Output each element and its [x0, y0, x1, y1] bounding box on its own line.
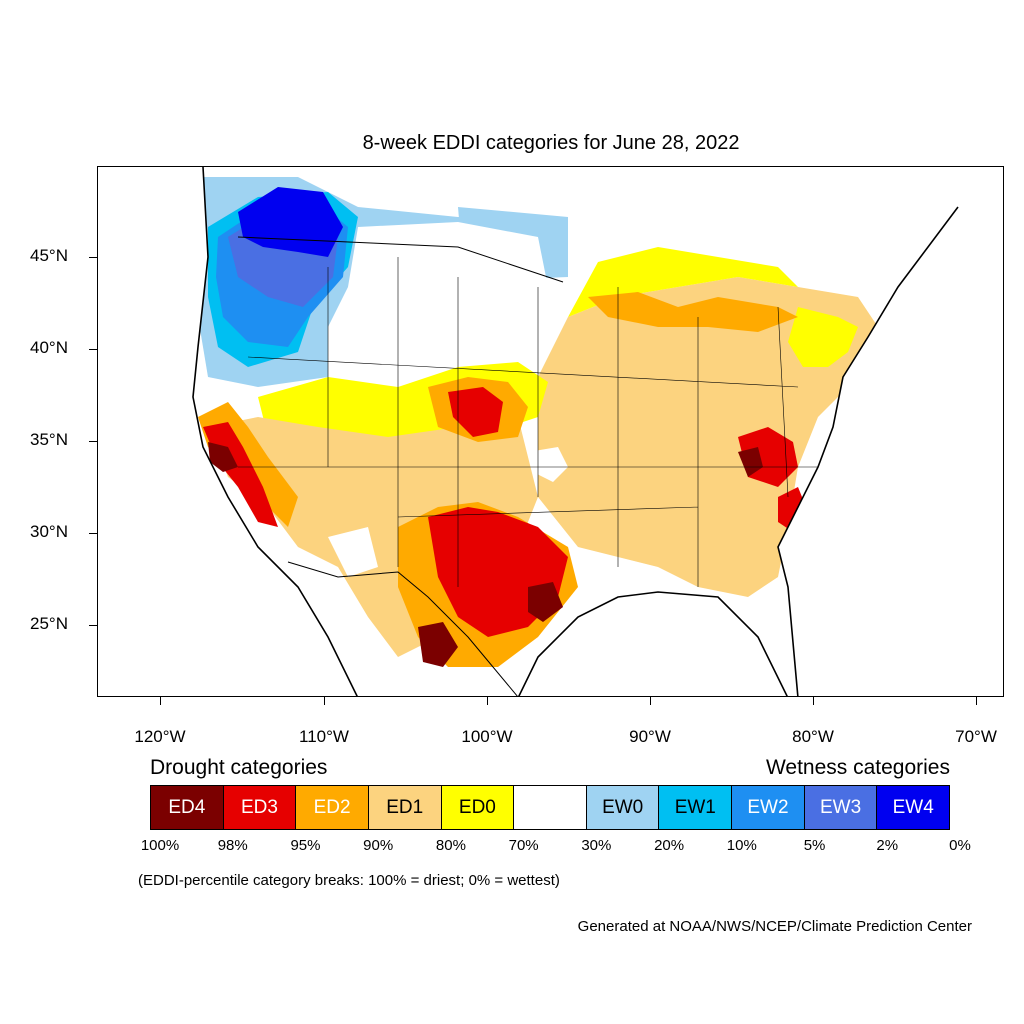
- lon-label: 100°W: [461, 727, 513, 746]
- credit-line: Generated at NOAA/NWS/NCEP/Climate Predi…: [577, 918, 972, 935]
- eddi-map: [98, 167, 1003, 696]
- wetness-heading: Wetness categories: [765, 756, 950, 779]
- lat-tick-mark: [89, 625, 97, 626]
- region-normal-new-mexico: [328, 527, 378, 577]
- ocean-east: [778, 167, 1003, 696]
- legend-break-label: 20%: [654, 837, 685, 854]
- lon-tick-mark: [160, 697, 161, 705]
- drought-heading: Drought categories: [150, 756, 328, 779]
- legend-cell-ew2: EW2: [732, 786, 805, 829]
- lon-label: 110°W: [299, 727, 349, 746]
- category-note: (EDDI-percentile category breaks: 100% =…: [138, 872, 560, 889]
- map-frame: [97, 166, 1004, 697]
- lat-label: 40°N: [30, 338, 68, 357]
- legend-break-label: 2%: [876, 837, 899, 854]
- legend-break-label: 0%: [949, 837, 971, 854]
- lat-tick-mark: [89, 257, 97, 258]
- coastline-east: [777, 206, 959, 696]
- legend-break-label: 30%: [581, 837, 612, 854]
- lat-label: 25°N: [30, 614, 68, 633]
- lon-tick-mark: [324, 697, 325, 705]
- legend-break-label: 80%: [435, 837, 466, 854]
- lat-tick-mark: [89, 533, 97, 534]
- lon-label: 90°W: [629, 727, 671, 746]
- coastline-gulf: [518, 591, 788, 696]
- state-lines: [238, 257, 818, 587]
- legend-cell-ew0: EW0: [586, 786, 660, 829]
- lon-tick-mark: [976, 697, 977, 705]
- legend-break-label: 100%: [140, 837, 180, 854]
- legend-cell-ed3: ED3: [223, 786, 297, 829]
- legend-colorbar: ED4 ED3 ED2 ED1 ED0 EW0 EW1 EW2 EW3 EW4: [150, 785, 950, 830]
- region-ed3-kansas: [448, 387, 503, 437]
- lat-tick-mark: [89, 349, 97, 350]
- lon-tick-mark: [650, 697, 651, 705]
- lon-tick-mark: [487, 697, 488, 705]
- lat-label: 30°N: [30, 522, 68, 541]
- region-ed4-california: [208, 442, 238, 472]
- region-ew4-northwest: [238, 187, 343, 257]
- legend-cell-normal: [514, 786, 587, 829]
- lon-label: 80°W: [792, 727, 834, 746]
- legend-cell-ed2: ED2: [296, 786, 369, 829]
- legend-cell-ew3: EW3: [804, 786, 878, 829]
- legend-break-label: 5%: [803, 837, 826, 854]
- ocean-west: [98, 167, 358, 696]
- legend-break-label: 98%: [217, 837, 248, 854]
- legend-break-label: 95%: [290, 837, 321, 854]
- legend-break-label: 10%: [726, 837, 757, 854]
- legend-cell-ew4: EW4: [877, 786, 950, 829]
- region-ed4-texas: [418, 622, 458, 667]
- lat-tick-mark: [89, 441, 97, 442]
- lon-tick-mark: [813, 697, 814, 705]
- legend-break-label: 90%: [363, 837, 394, 854]
- coastline-west: [192, 167, 358, 696]
- legend-cell-ed1: ED1: [368, 786, 442, 829]
- lat-label: 35°N: [30, 430, 68, 449]
- region-ed4-gulf: [528, 582, 563, 622]
- lat-label: 45°N: [30, 246, 68, 265]
- border-canada: [237, 236, 564, 283]
- lon-label: 70°W: [955, 727, 997, 746]
- region-ed4-appalachia: [738, 447, 763, 477]
- map-title: 8-week EDDI categories for June 28, 2022: [362, 132, 740, 154]
- region-ed0-northeast: [788, 307, 858, 367]
- region-ed2-midwest: [588, 292, 798, 332]
- border-mexico: [287, 561, 518, 696]
- legend-cell-ed4: ED4: [151, 786, 224, 829]
- ocean-gulf: [518, 592, 788, 696]
- lon-label: 120°W: [134, 727, 186, 746]
- legend-break-label: 70%: [508, 837, 539, 854]
- legend-cell-ew1: EW1: [659, 786, 733, 829]
- region-ed0-north: [568, 247, 798, 317]
- legend-cell-ed0: ED0: [441, 786, 515, 829]
